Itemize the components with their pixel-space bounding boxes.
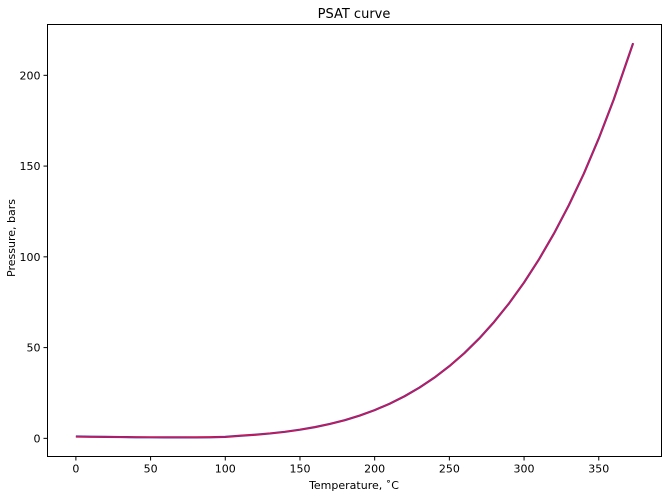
x-tick-label: 250	[439, 463, 460, 476]
y-tick-label: 50	[27, 342, 41, 355]
series-line-2	[75, 42, 634, 439]
x-tick-label: 300	[514, 463, 535, 476]
y-tick-label: 150	[20, 160, 41, 173]
x-tick-label: 50	[144, 463, 158, 476]
x-tick-label: 350	[588, 463, 609, 476]
plot-area-frame	[47, 24, 662, 457]
x-tick-label: 150	[289, 463, 310, 476]
y-tick-label: 100	[20, 251, 41, 264]
x-tick-label: 200	[364, 463, 385, 476]
y-axis-label: Pressure, bars	[5, 199, 18, 277]
tick-layer: 0 50 100 150 200 250 300 350 0 50 100 150 200	[20, 69, 610, 475]
x-tick-label: 0	[72, 463, 79, 476]
series-layer	[75, 42, 635, 439]
x-axis-label: Temperature, ˚C	[308, 479, 399, 492]
y-tick-label: 200	[20, 69, 41, 82]
chart-title: PSAT curve	[318, 7, 391, 22]
x-tick-label: 100	[215, 463, 236, 476]
y-tick-label: 0	[34, 432, 41, 445]
